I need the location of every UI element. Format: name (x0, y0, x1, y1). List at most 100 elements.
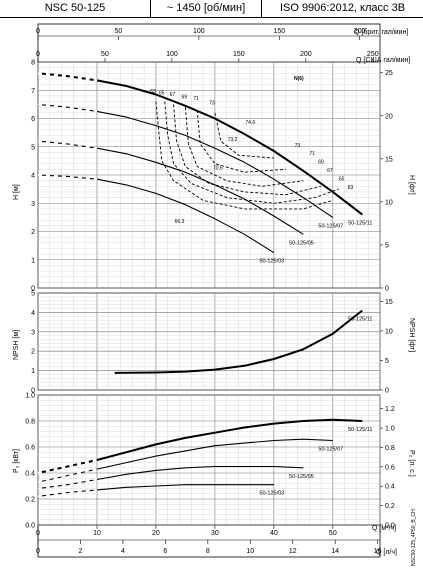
us-axis-label: Q [США гал/мин] (356, 57, 410, 64)
head-ft-axis-label: H [фт] (408, 175, 415, 195)
series-label: 50-125/05 (289, 474, 314, 480)
series-dash-mask (37, 103, 98, 113)
curve-count-badge: N(6) (294, 76, 304, 82)
us-tick-label: 0 (36, 51, 40, 58)
m3h-tick-label: 50 (329, 530, 337, 537)
efficiency-label: 67 (170, 92, 176, 98)
header-divider (261, 0, 262, 17)
y-tick-label: 2 (31, 229, 35, 236)
efficiency-label: 65 (159, 90, 165, 96)
series-dash-mask (37, 478, 98, 490)
efficiency-label: 70.6 (213, 165, 223, 171)
series-label: 50-125/11 (348, 221, 372, 227)
y-tick-label: 4 (31, 310, 35, 317)
y-tick-label: 3 (31, 201, 35, 208)
standard-label: ISO 9906:2012, класс 3B (279, 2, 406, 14)
efficiency-label: 69 (318, 160, 324, 166)
efficiency-label: 71 (193, 96, 199, 102)
model-label: NSC 50-125 (44, 2, 106, 14)
y-right-tick-label: 0.4 (385, 484, 395, 491)
m3h-tick-label: 20 (152, 530, 160, 537)
header-bar: NSC 50-125 ~ 1450 [об/мин] ISO 9906:2012… (0, 0, 423, 18)
speed-label: ~ 1450 [об/мин] (166, 2, 246, 14)
m3h-axis-label: Q [м³/ч] (372, 525, 396, 532)
us-tick-label: 200 (300, 51, 312, 58)
efficiency-curve (184, 107, 304, 187)
efficiency-label: 71 (309, 151, 315, 157)
power-axis-label: P₂ [кВт] (13, 449, 20, 473)
y-right-tick-label: 0 (385, 286, 389, 293)
y-right-tick-label: 10 (385, 199, 393, 206)
imp-tick-label: 100 (193, 28, 205, 35)
efficiency-label: 67 (327, 168, 333, 174)
y-tick-label: 0.6 (25, 445, 35, 452)
series-dash-mask (37, 468, 98, 483)
ls-tick-label: 16 (374, 548, 382, 555)
series-dash-mask (37, 489, 98, 498)
m3h-tick-label: 10 (93, 530, 101, 537)
efficiency-label: 73 (209, 100, 215, 106)
imp-tick-label: 200 (354, 28, 366, 35)
series-label: 50-125/03 (259, 259, 284, 265)
y-tick-label: 8 (31, 60, 35, 67)
y-right-tick-label: 5 (385, 358, 389, 365)
y-right-tick-label: 0.8 (385, 445, 395, 452)
y-right-tick-label: 15 (385, 156, 393, 163)
panel-frame (37, 292, 381, 391)
y-right-tick-label: 0.6 (385, 464, 395, 471)
efficiency-label: 74.6 (245, 120, 255, 126)
efficiency-curve (173, 104, 322, 196)
efficiency-label: 69 (181, 95, 187, 101)
top-axis-frame (37, 23, 381, 63)
y-tick-label: 3 (31, 329, 35, 336)
ls-axis-label: Q [л/ч] (376, 549, 397, 556)
imp-tick-label: 50 (115, 28, 123, 35)
us-tick-label: 150 (233, 51, 245, 58)
ls-tick-label: 2 (79, 548, 83, 555)
npsh-ft-axis-label: NPSH [фт] (408, 318, 415, 352)
ls-tick-label: 10 (246, 548, 254, 555)
y-right-tick-label: 25 (385, 70, 393, 77)
series-line (114, 309, 363, 374)
y-tick-label: 0.2 (25, 497, 35, 504)
series-dash-mask (37, 72, 98, 82)
y-tick-label: 4 (31, 173, 35, 180)
efficiency-label: 73.2 (228, 137, 238, 143)
efficiency-label: 66.3 (175, 219, 185, 225)
m3h-tick-label: 40 (270, 530, 278, 537)
y-tick-label: 2 (31, 349, 35, 356)
y-right-tick-label: 0.2 (385, 503, 395, 510)
ls-tick-label: 4 (121, 548, 125, 555)
series-line (37, 72, 363, 216)
ls-tick-label: 0 (36, 548, 40, 555)
series-line (37, 484, 274, 497)
ls-tick-label: 6 (163, 548, 167, 555)
y-tick-label: 0.8 (25, 419, 35, 426)
y-right-tick-label: 20 (385, 113, 393, 120)
series-line (37, 174, 275, 254)
series-label: 50-125/11 (348, 427, 372, 433)
series-line (37, 140, 304, 235)
y-tick-label: 5 (31, 144, 35, 151)
series-dash-mask (37, 458, 98, 475)
efficiency-curve (214, 112, 274, 159)
panel-frame (37, 394, 381, 526)
npsh-axis-label: NPSH [м] (13, 330, 20, 360)
head-axis-label: H [м] (13, 184, 20, 200)
series-label: 50-125/03 (259, 491, 284, 497)
y-tick-label: 7 (31, 88, 35, 95)
efficiency-curve (196, 109, 286, 173)
series-label: 50-125/05 (289, 240, 314, 246)
y-tick-label: 0.4 (25, 471, 35, 478)
efficiency-label: 63 (150, 89, 156, 95)
y-right-tick-label: 15 (385, 299, 393, 306)
us-tick-label: 250 (367, 51, 379, 58)
y-right-tick-label: 1.2 (385, 406, 395, 413)
imp-axis-label: Q [брит. гал/мин] (354, 28, 408, 36)
y-tick-label: 1 (31, 368, 35, 375)
y-tick-label: 1.0 (25, 393, 35, 400)
y-tick-label: 1 (31, 257, 35, 264)
y-right-tick-label: 0 (385, 388, 389, 395)
efficiency-label: 65 (339, 177, 345, 183)
